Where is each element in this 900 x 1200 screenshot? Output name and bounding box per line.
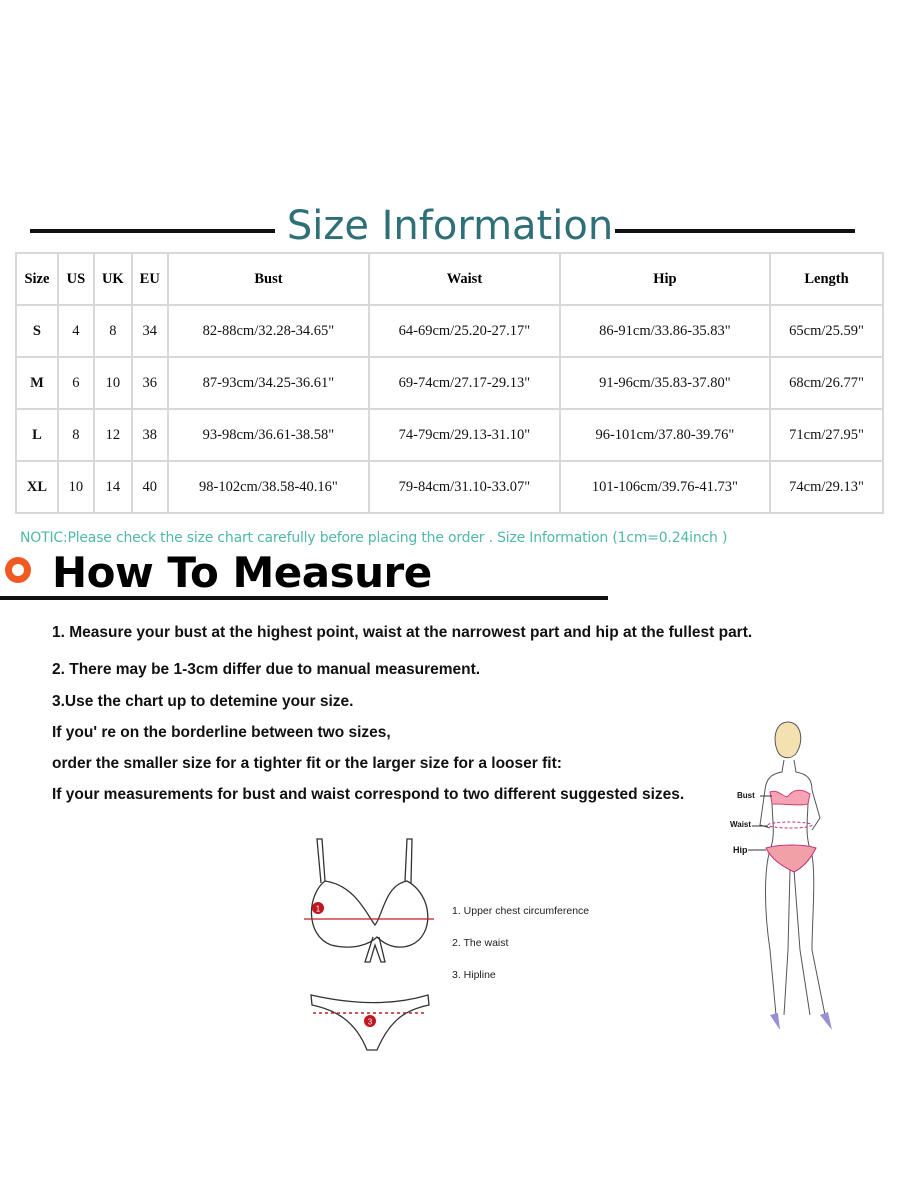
table-cell: XL [15, 460, 59, 514]
table-cell: 69-74cm/27.17-29.13" [368, 356, 561, 410]
table-cell: 12 [92, 408, 133, 462]
instruction: 2. There may be 1-3cm differ due to manu… [52, 661, 481, 678]
instruction: If you' re on the borderline between two… [52, 724, 391, 741]
table-cell: 98-102cm/38.58-40.16" [166, 460, 371, 514]
table-cell: 10 [56, 460, 95, 514]
table-cell: 65cm/25.59" [769, 304, 884, 358]
column-header: Waist [368, 252, 561, 306]
table-row: L 8 12 38 93-98cm/36.61-38.58" 74-79cm/29.13-… [15, 408, 884, 462]
caption-waist: 2. The waist [452, 937, 509, 949]
column-header: Size [15, 252, 59, 306]
table-cell: 14 [92, 460, 133, 514]
table-row: S 4 8 34 82-88cm/32.28-34.65" 64-69cm/25.20-2… [15, 304, 884, 358]
bullet-circle-icon [5, 557, 31, 583]
title-rule-left [30, 229, 275, 233]
marker-1 [312, 902, 324, 914]
instruction: 1. Measure your bust at the highest poin… [52, 624, 753, 641]
column-header: Hip [558, 252, 772, 306]
table-cell: 87-93cm/34.25-36.61" [166, 356, 371, 410]
table-cell: 64-69cm/25.20-27.17" [368, 304, 561, 358]
instruction: 3.Use the chart up to detemine your size… [52, 693, 354, 710]
column-header: US [56, 252, 95, 306]
marker-3 [364, 1015, 376, 1027]
table-header-row: Size US UK EU Bust Waist Hip Length [15, 252, 884, 306]
table-cell: 10 [92, 356, 133, 410]
table-cell: M [15, 356, 59, 410]
table-cell: 82-88cm/32.28-34.65" [166, 304, 371, 358]
page-title: Size Information [286, 203, 614, 249]
instruction: order the smaller size for a tighter fit… [52, 755, 562, 772]
table-cell: 96-101cm/37.80-39.76" [558, 408, 772, 462]
svg-text:3: 3 [368, 1018, 373, 1027]
table-cell: L [15, 408, 59, 462]
instruction: If your measurements for bust and waist … [52, 786, 685, 803]
figure-label-hip: Hip [733, 845, 748, 855]
size-table: Size US UK EU Bust Waist Hip Length S 4 8 34 82-88c… [15, 252, 884, 514]
bikini-diagram: 1 3 [304, 838, 434, 1051]
figure-label-waist: Waist [730, 820, 752, 829]
figure-label-bust: Bust [737, 791, 755, 800]
figure-illustration [748, 721, 832, 1030]
table-cell: 71cm/27.95" [769, 408, 884, 462]
column-header: Length [769, 252, 884, 306]
notice-text: NOTIC:Please check the size chart carefu… [20, 530, 728, 546]
table-cell: 4 [56, 304, 95, 358]
table-cell: 101-106cm/39.76-41.73" [558, 460, 772, 514]
table-cell: 8 [92, 304, 133, 358]
table-cell: 68cm/26.77" [769, 356, 884, 410]
caption-upper-chest: 1. Upper chest circumference [452, 905, 590, 917]
table-cell: S [15, 304, 59, 358]
table-row: M 6 10 36 87-93cm/34.25-36.61" 69-74cm/27.17-… [15, 356, 884, 410]
table-cell: 36 [130, 356, 169, 410]
title-rule-right [615, 229, 855, 233]
heading-rule [0, 596, 608, 600]
caption-hipline: 3. Hipline [452, 969, 496, 981]
table-row: XL 10 14 40 98-102cm/38.58-40.16" 79-84cm/31.… [15, 460, 884, 514]
table-cell: 93-98cm/36.61-38.58" [166, 408, 371, 462]
table-cell: 79-84cm/31.10-33.07" [368, 460, 561, 514]
table-cell: 34 [130, 304, 169, 358]
table-cell: 8 [56, 408, 95, 462]
table-cell: 38 [130, 408, 169, 462]
table-cell: 74-79cm/29.13-31.10" [368, 408, 561, 462]
how-to-measure-heading: How To Measure [52, 548, 432, 597]
table-cell: 74cm/29.13" [769, 460, 884, 514]
table-cell: 86-91cm/33.86-35.83" [558, 304, 772, 358]
column-header: UK [92, 252, 133, 306]
svg-text:1: 1 [316, 905, 321, 914]
table-cell: 6 [56, 356, 95, 410]
table-cell: 91-96cm/35.83-37.80" [558, 356, 772, 410]
column-header: EU [130, 252, 169, 306]
column-header: Bust [166, 252, 371, 306]
table-cell: 40 [130, 460, 169, 514]
